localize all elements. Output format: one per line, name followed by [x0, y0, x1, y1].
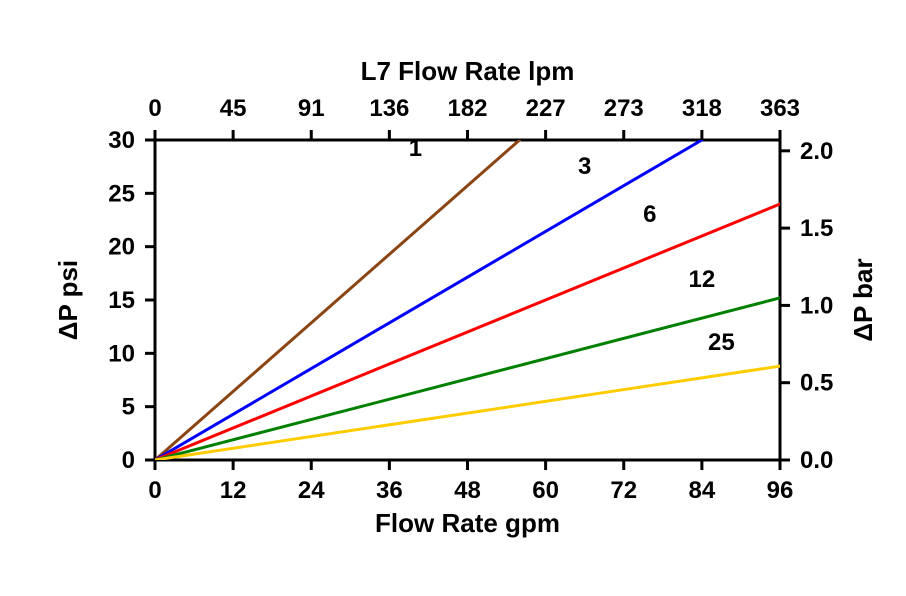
svg-text:2.0: 2.0: [800, 138, 833, 165]
svg-text:227: 227: [526, 95, 566, 122]
svg-text:84: 84: [689, 477, 716, 504]
svg-text:3: 3: [578, 153, 591, 180]
svg-text:60: 60: [532, 477, 559, 504]
svg-text:0.0: 0.0: [800, 447, 833, 474]
svg-text:1.0: 1.0: [800, 292, 833, 319]
svg-text:30: 30: [108, 127, 135, 154]
svg-text:363: 363: [760, 95, 800, 122]
svg-text:0.5: 0.5: [800, 370, 833, 397]
svg-text:24: 24: [298, 477, 325, 504]
svg-text:6: 6: [643, 201, 656, 228]
svg-text:25: 25: [708, 329, 735, 356]
svg-text:0: 0: [148, 477, 161, 504]
svg-text:36: 36: [376, 477, 403, 504]
svg-text:15: 15: [108, 287, 135, 314]
svg-text:12: 12: [220, 477, 247, 504]
svg-text:L7 Flow Rate lpm: L7 Flow Rate lpm: [361, 56, 575, 86]
svg-text:273: 273: [604, 95, 644, 122]
chart-svg: 01224364860728496Flow Rate gpm0459113618…: [0, 0, 906, 596]
svg-text:48: 48: [454, 477, 481, 504]
svg-text:20: 20: [108, 234, 135, 261]
svg-text:182: 182: [447, 95, 487, 122]
svg-text:ΔP bar: ΔP bar: [848, 258, 878, 341]
svg-text:45: 45: [220, 95, 247, 122]
svg-text:1: 1: [409, 135, 422, 162]
svg-text:136: 136: [369, 95, 409, 122]
svg-text:0: 0: [122, 447, 135, 474]
svg-text:5: 5: [122, 394, 135, 421]
svg-text:72: 72: [610, 477, 637, 504]
svg-text:10: 10: [108, 340, 135, 367]
svg-text:Flow Rate gpm: Flow Rate gpm: [375, 508, 560, 538]
svg-text:318: 318: [682, 95, 722, 122]
svg-text:96: 96: [767, 477, 794, 504]
svg-text:1.5: 1.5: [800, 215, 833, 242]
svg-text:ΔP psi: ΔP psi: [53, 260, 83, 340]
pressure-flow-chart: 01224364860728496Flow Rate gpm0459113618…: [0, 0, 906, 596]
svg-text:12: 12: [689, 266, 716, 293]
svg-text:91: 91: [298, 95, 325, 122]
svg-text:0: 0: [148, 95, 161, 122]
svg-text:25: 25: [108, 180, 135, 207]
